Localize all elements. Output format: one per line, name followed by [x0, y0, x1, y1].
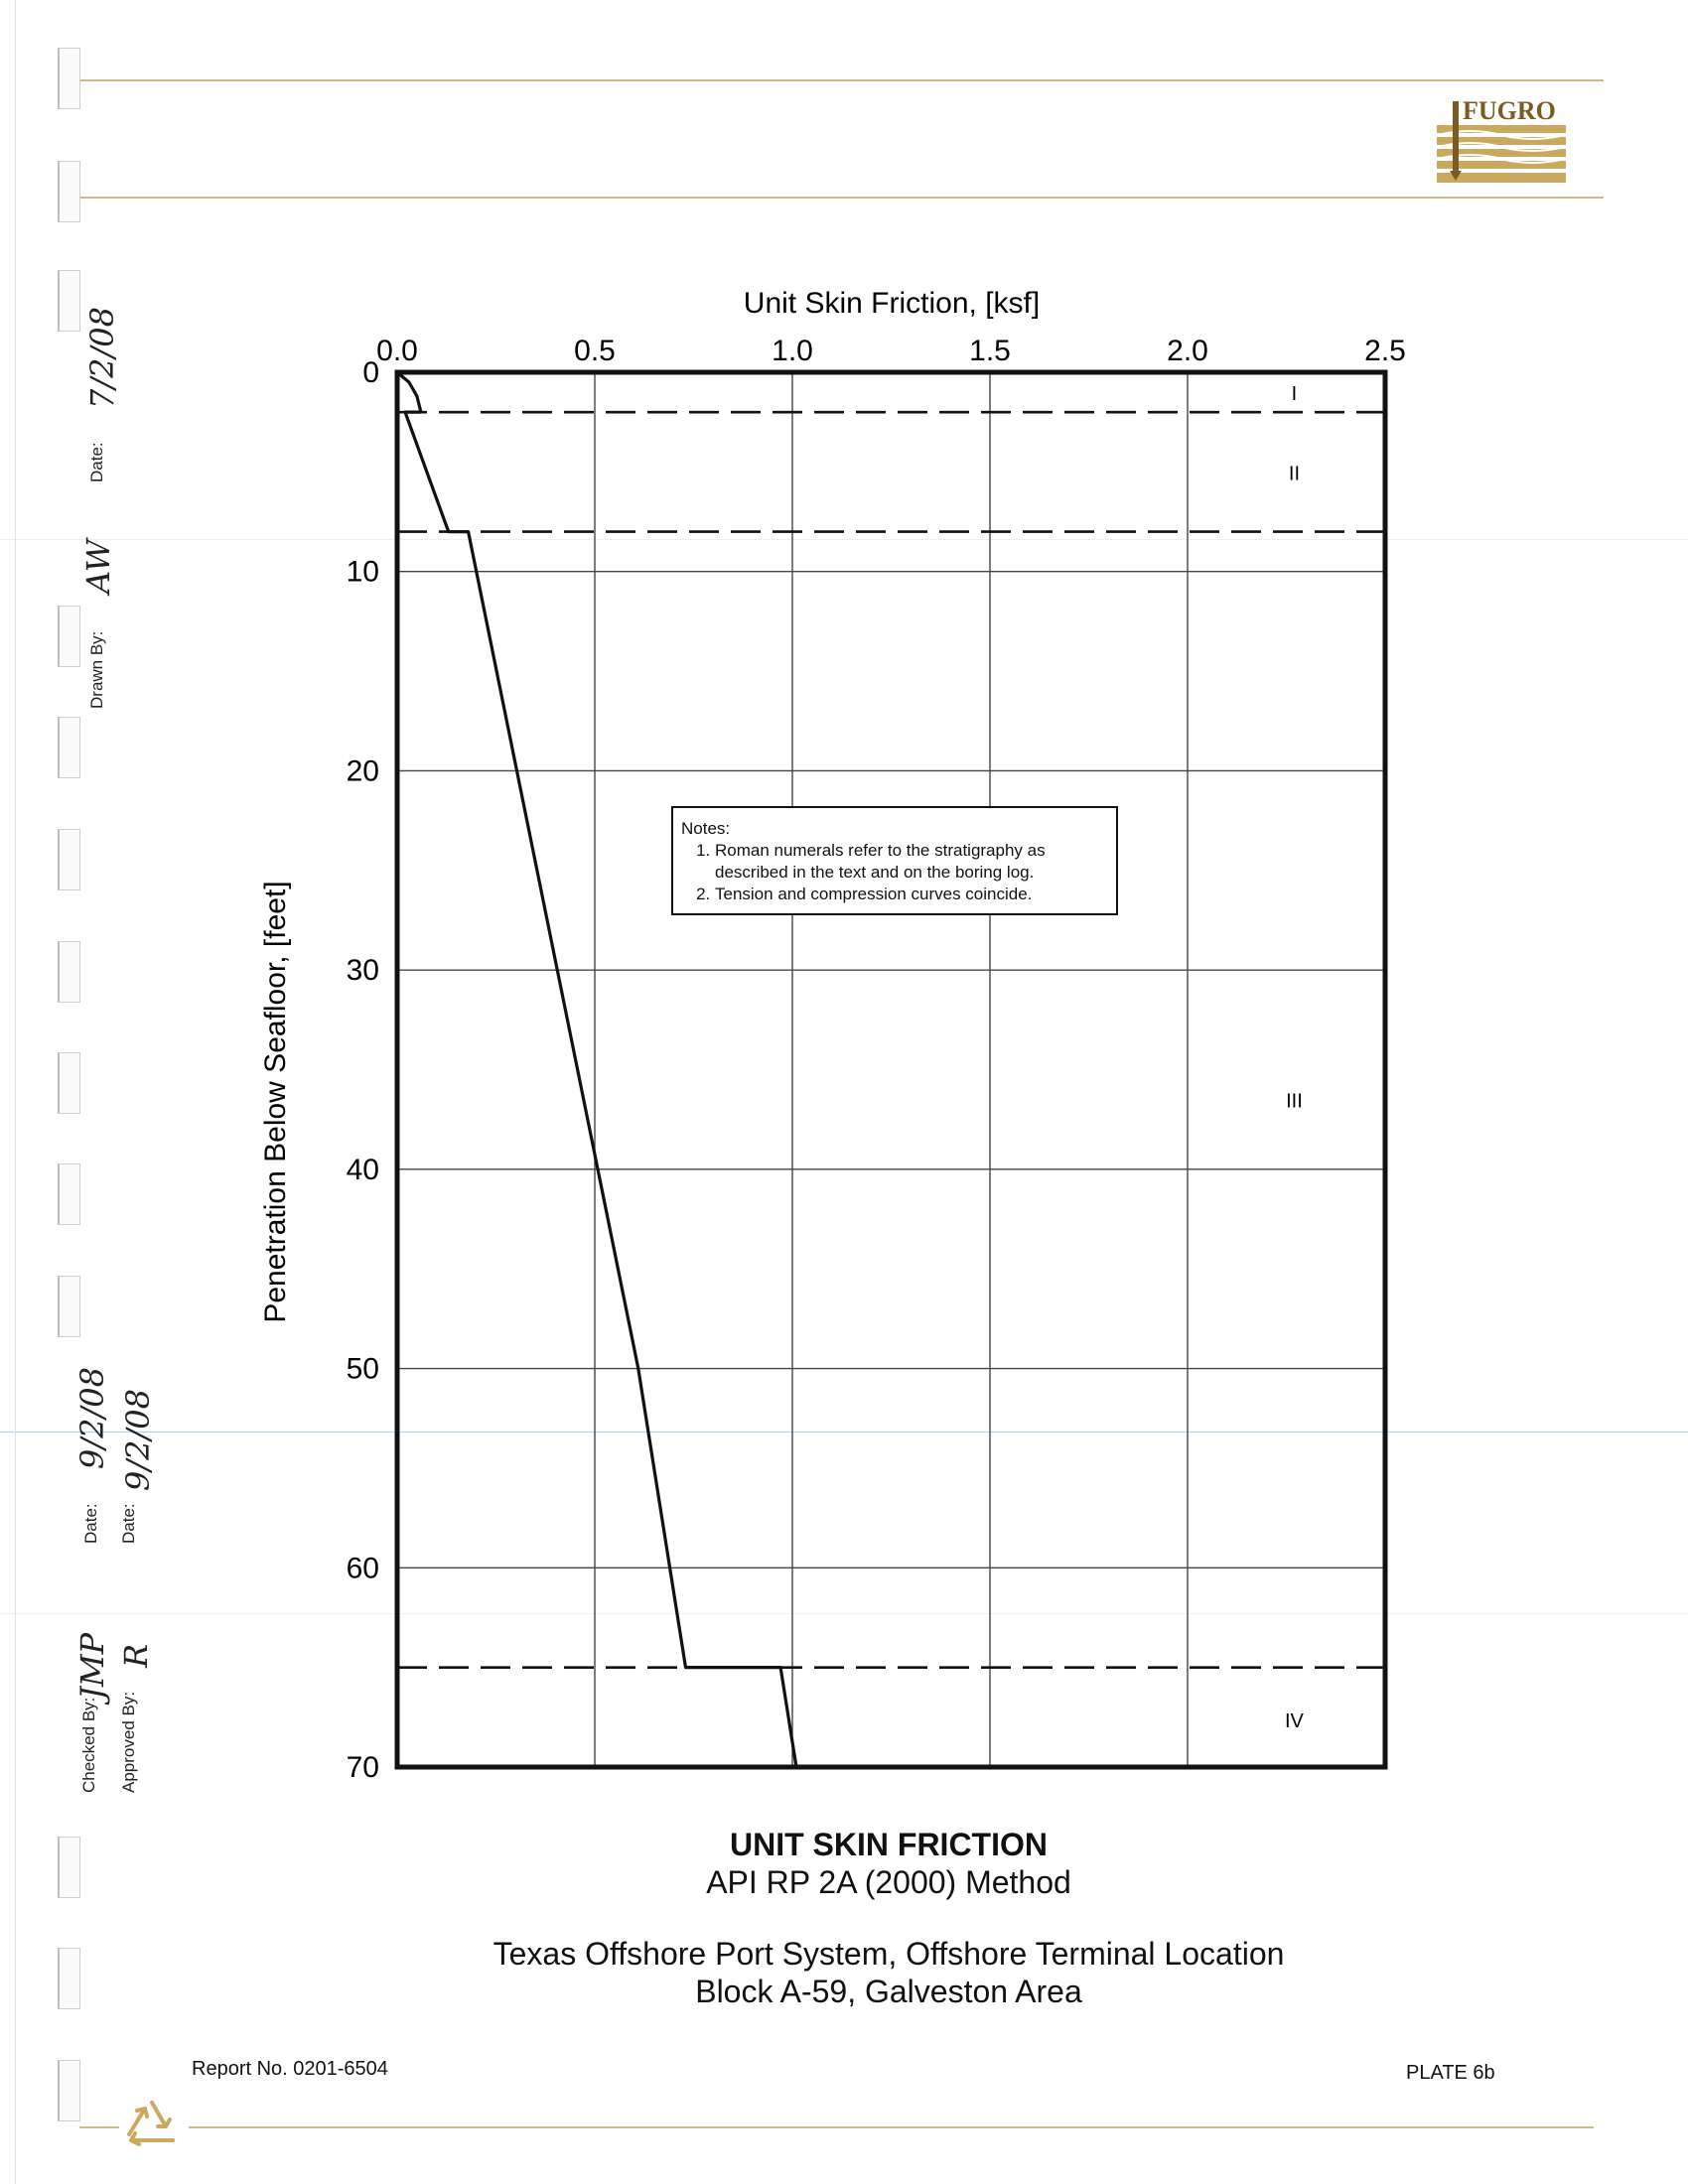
- layer-label: I: [1292, 383, 1298, 405]
- logo-stripe: [1437, 173, 1566, 183]
- footer-rule-left: [79, 2126, 119, 2128]
- header-rule-bottom: [79, 197, 1604, 199]
- notes-box: Notes: Roman numerals refer to the strat…: [671, 806, 1118, 915]
- logo-stripe: [1437, 149, 1566, 157]
- fugro-logo: FUGRO: [1437, 96, 1566, 183]
- y-tick-label: 40: [347, 1154, 379, 1186]
- y-tick-labels: 0 10 20 30 40 50 60 70: [347, 356, 379, 1784]
- logo-pile: [1453, 101, 1459, 173]
- binder-tab: [58, 161, 80, 222]
- y-tick-label: 0: [362, 356, 379, 389]
- y-tick-label: 70: [347, 1751, 379, 1784]
- notes-list: Roman numerals refer to the stratigraphy…: [681, 840, 1108, 905]
- plot-frame: [394, 369, 1388, 1770]
- binder-tab: [58, 606, 80, 667]
- scan-line: [0, 539, 1688, 540]
- x-axis-title: Unit Skin Friction, [ksf]: [744, 287, 1040, 320]
- scan-edge: [15, 0, 16, 2184]
- binder-tab: [58, 1837, 80, 1898]
- logo-stripe: [1437, 137, 1566, 145]
- logo-pile-tip: [1450, 171, 1462, 181]
- x-tick-label: 2.5: [1364, 335, 1406, 367]
- layer-boundaries: [397, 410, 1385, 1669]
- binder-tab: [58, 829, 80, 890]
- binder-tab: [58, 1163, 80, 1225]
- skin-friction-curve: [395, 370, 798, 1768]
- logo-stripe: [1437, 161, 1566, 169]
- layer-label: IV: [1285, 1710, 1305, 1732]
- chart-method: API RP 2A (2000) Method: [706, 1864, 1071, 1900]
- binder-tab: [58, 1276, 80, 1337]
- project-line-2: Block A-59, Galveston Area: [695, 1974, 1082, 2009]
- binder-tab: [58, 270, 80, 332]
- binder-tab: [58, 1052, 80, 1114]
- binder-tab: [58, 941, 80, 1003]
- note-item: Tension and compression curves coincide.: [715, 884, 1108, 905]
- plate-number: PLATE 6b: [1406, 2062, 1495, 2084]
- grid: [396, 371, 1386, 1768]
- x-tick-label: 1.5: [969, 335, 1011, 367]
- x-tick-label: 0.5: [574, 335, 616, 367]
- binder-tab: [58, 717, 80, 778]
- header-rule-top: [79, 79, 1604, 81]
- x-tick-labels: 0.0 0.5 1.0 1.5 2.0 2.5: [376, 335, 1406, 367]
- binder-tab: [58, 1948, 80, 2009]
- x-tick-label: 0.0: [376, 335, 418, 367]
- recycle-icon: [127, 2101, 175, 2146]
- y-tick-label: 10: [347, 556, 379, 589]
- note-item: Roman numerals refer to the stratigraphy…: [715, 840, 1108, 884]
- report-number: Report No. 0201-6504: [192, 2058, 388, 2080]
- binder-tab: [58, 2060, 80, 2121]
- x-tick-label: 1.0: [772, 335, 813, 367]
- logo-text: FUGRO: [1463, 96, 1556, 125]
- scan-line: [0, 1432, 1688, 1433]
- layer-label: III: [1286, 1091, 1303, 1113]
- y-tick-label: 50: [347, 1353, 379, 1386]
- binder-tab: [58, 48, 80, 109]
- y-tick-label: 30: [347, 954, 379, 987]
- scan-line: [0, 1613, 1688, 1614]
- x-tick-label: 2.0: [1167, 335, 1208, 367]
- logo-stripe: [1437, 125, 1566, 133]
- notes-title: Notes:: [681, 819, 731, 838]
- project-line-1: Texas Offshore Port System, Offshore Ter…: [492, 1936, 1285, 1972]
- y-axis-title: Penetration Below Seafloor, [feet]: [259, 881, 292, 1322]
- layer-label: II: [1289, 463, 1300, 484]
- y-tick-label: 60: [347, 1552, 379, 1584]
- y-tick-label: 20: [347, 754, 379, 787]
- chart-title: UNIT SKIN FRICTION: [730, 1827, 1048, 1862]
- footer-rule: [189, 2126, 1594, 2128]
